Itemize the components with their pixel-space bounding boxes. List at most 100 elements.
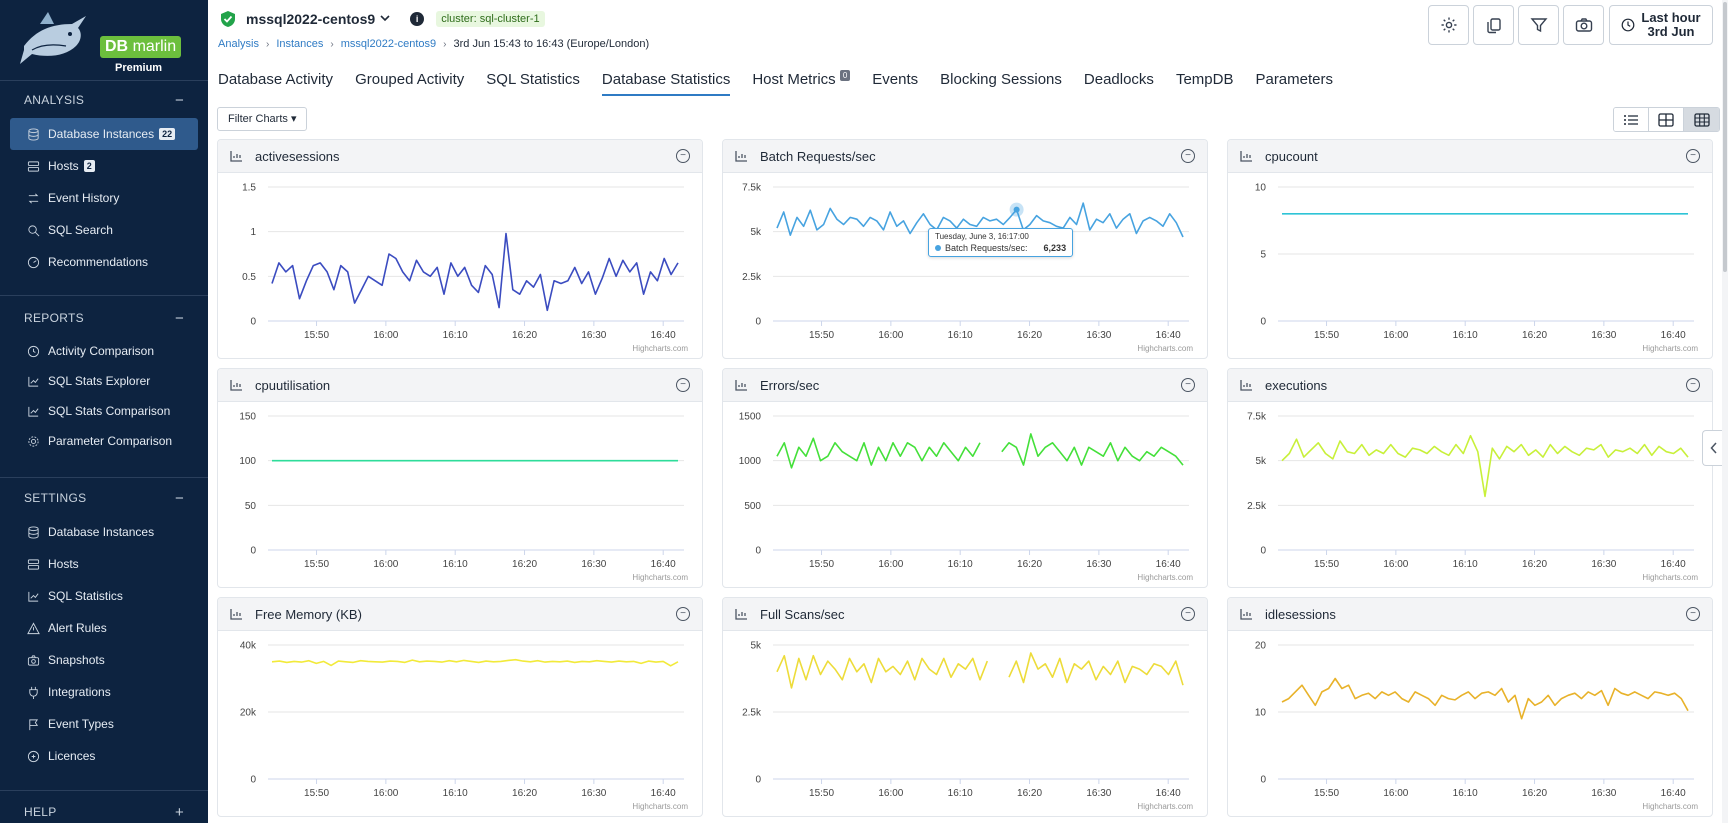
remove-chart-icon[interactable]: − <box>676 378 690 392</box>
series-line[interactable] <box>272 234 678 311</box>
collapse-toggle[interactable]: − <box>175 490 184 507</box>
filter-charts-button[interactable]: Filter Charts ▾ <box>217 107 307 131</box>
help-header[interactable]: HELP + <box>0 802 208 822</box>
remove-chart-icon[interactable]: − <box>1181 149 1195 163</box>
tab-sql-statistics[interactable]: SQL Statistics <box>486 68 580 96</box>
collapse-toggle[interactable]: − <box>175 310 184 327</box>
grid-2-icon <box>1658 113 1674 127</box>
sidebar-item-sql-stats-explorer[interactable]: SQL Stats Explorer <box>10 366 198 396</box>
x-tick-label: 16:20 <box>1017 330 1042 341</box>
expand-toggle[interactable]: + <box>175 804 184 821</box>
sidebar-item-snapshots[interactable]: Snapshots <box>10 644 198 676</box>
series-line[interactable] <box>777 434 1183 468</box>
x-tick-label: 16:40 <box>651 330 676 341</box>
tab-events[interactable]: Events <box>872 68 918 96</box>
remove-chart-icon[interactable]: − <box>1181 378 1195 392</box>
collapse-panel-button[interactable] <box>1702 430 1724 466</box>
tab-database-activity[interactable]: Database Activity <box>218 68 333 96</box>
x-tick-label: 16:10 <box>1453 788 1478 799</box>
chevron-down-icon[interactable] <box>380 14 390 25</box>
x-tick-label: 16:30 <box>1591 330 1616 341</box>
collapse-toggle[interactable]: − <box>175 92 184 109</box>
tab-parameters[interactable]: Parameters <box>1255 68 1333 96</box>
sidebar-item-settings-database-instances[interactable]: Database Instances <box>10 516 198 548</box>
sidebar-item-event-types[interactable]: Event Types <box>10 708 198 740</box>
tab-deadlocks[interactable]: Deadlocks <box>1084 68 1154 96</box>
x-tick-label: 16:00 <box>878 788 903 799</box>
breadcrumb-instances[interactable]: Instances <box>276 38 323 50</box>
highcharts-credit[interactable]: Highcharts.com <box>632 802 688 811</box>
list-layout-button[interactable] <box>1614 108 1649 131</box>
filter-button[interactable] <box>1518 5 1559 45</box>
tab-grouped-activity[interactable]: Grouped Activity <box>355 68 464 96</box>
series-line[interactable] <box>777 653 1183 688</box>
scrollbar-thumb[interactable] <box>1723 2 1727 272</box>
chart-card: cpucount −0 5 10 15:50 16:00 16:10 16:20 16:30 16… <box>1227 139 1713 359</box>
sidebar-item-sql-stats-comparison[interactable]: SQL Stats Comparison <box>10 396 198 426</box>
plug-icon <box>26 685 40 699</box>
chart-plot[interactable]: 0 20k 40k 15:50 16:00 16:10 16:20 16:30 16:40 Hig… <box>218 631 702 817</box>
sidebar-item-database-instances[interactable]: Database Instances 22 <box>10 118 198 150</box>
tab-blocking-sessions[interactable]: Blocking Sessions <box>940 68 1062 96</box>
chart-plot[interactable]: 0 2.5k 5k 7.5k 15:50 16:00 16:10 16:20 16:30 16:4… <box>723 173 1207 359</box>
sidebar-item-parameter-comparison[interactable]: Parameter Comparison <box>10 426 198 456</box>
highcharts-credit[interactable]: Highcharts.com <box>1642 802 1698 811</box>
tab-tempdb[interactable]: TempDB <box>1176 68 1234 96</box>
sidebar-item-sql-search[interactable]: SQL Search <box>10 214 198 246</box>
chart-icon <box>230 379 243 391</box>
chart-plot[interactable]: 0 10 20 15:50 16:00 16:10 16:20 16:30 16:40 Highc… <box>1228 631 1712 817</box>
remove-chart-icon[interactable]: − <box>1686 378 1700 392</box>
page-scrollbar[interactable] <box>1722 0 1728 823</box>
hover-point[interactable] <box>1014 207 1020 213</box>
two-column-layout-button[interactable] <box>1649 108 1684 131</box>
remove-chart-icon[interactable]: − <box>1686 607 1700 621</box>
sidebar-item-settings-hosts[interactable]: Hosts <box>10 548 198 580</box>
info-icon[interactable]: i <box>410 12 424 26</box>
copy-button[interactable] <box>1473 5 1514 45</box>
remove-chart-icon[interactable]: − <box>1181 607 1195 621</box>
sidebar-item-alert-rules[interactable]: Alert Rules <box>10 612 198 644</box>
series-line[interactable] <box>272 660 678 666</box>
highcharts-credit[interactable]: Highcharts.com <box>1137 573 1193 582</box>
sidebar-item-settings-sql-statistics[interactable]: SQL Statistics <box>10 580 198 612</box>
sidebar-item-licences[interactable]: Licences <box>10 740 198 772</box>
analysis-header[interactable]: ANALYSIS − <box>0 90 208 110</box>
sidebar-item-activity-comparison[interactable]: Activity Comparison <box>10 336 198 366</box>
settings-button[interactable] <box>1428 5 1469 45</box>
series-line[interactable] <box>1282 679 1688 719</box>
series-line[interactable] <box>1282 436 1688 497</box>
highcharts-credit[interactable]: Highcharts.com <box>1642 573 1698 582</box>
time-range-button[interactable]: Last hour 3rd Jun <box>1609 5 1713 45</box>
highcharts-credit[interactable]: Highcharts.com <box>1137 802 1193 811</box>
tab-database-statistics[interactable]: Database Statistics <box>602 68 730 96</box>
remove-chart-icon[interactable]: − <box>1686 149 1700 163</box>
sidebar-item-hosts[interactable]: Hosts 2 <box>10 150 198 182</box>
chart-plot[interactable]: 0 2.5k 5k 7.5k 15:50 16:00 16:10 16:20 16:30 16:4… <box>1228 402 1712 588</box>
chart-plot[interactable]: 0 5 10 15:50 16:00 16:10 16:20 16:30 16:40 Highch… <box>1228 173 1712 359</box>
remove-chart-icon[interactable]: − <box>676 607 690 621</box>
remove-chart-icon[interactable]: − <box>676 149 690 163</box>
chart-plot[interactable]: 0 0.5 1 1.5 15:50 16:00 16:10 16:20 16:30 16:40 Hi… <box>218 173 702 359</box>
sidebar-item-recommendations[interactable]: Recommendations <box>10 246 198 278</box>
x-tick-label: 16:40 <box>1661 559 1686 570</box>
highcharts-credit[interactable]: Highcharts.com <box>1642 344 1698 353</box>
y-tick-label: 2.5k <box>742 708 762 719</box>
sidebar-item-integrations[interactable]: Integrations <box>10 676 198 708</box>
breadcrumb-instance[interactable]: mssql2022-centos9 <box>341 38 436 50</box>
chart-plot[interactable]: 0 500 1000 1500 15:50 16:00 16:10 16:20 16:30 16:… <box>723 402 1207 588</box>
chart-card: idlesessions − 0 10 20 15:50 16:00 16:10 16:20 16… <box>1227 597 1713 817</box>
highcharts-credit[interactable]: Highcharts.com <box>632 573 688 582</box>
chart-plot[interactable]: 0 50 100 150 15:50 16:00 16:10 16:20 16:30 16:40 H… <box>218 402 702 588</box>
dbmarlin-logo[interactable]: DB marlin Premium <box>18 10 188 72</box>
chart-plot[interactable]: 0 2.5k 5k 15:50 16:00 16:10 16:20 16:30 16:40 Hig… <box>723 631 1207 817</box>
three-column-layout-button[interactable] <box>1684 108 1719 131</box>
highcharts-credit[interactable]: Highcharts.com <box>632 344 688 353</box>
instance-name-dropdown[interactable]: mssql2022-centos9 <box>246 11 375 27</box>
highcharts-credit[interactable]: Highcharts.com <box>1137 344 1193 353</box>
breadcrumb-analysis[interactable]: Analysis <box>218 38 259 50</box>
reports-header[interactable]: REPORTS − <box>0 308 208 328</box>
sidebar-item-event-history[interactable]: Event History <box>10 182 198 214</box>
snapshot-button[interactable] <box>1563 5 1604 45</box>
settings-header[interactable]: SETTINGS − <box>0 488 208 508</box>
tab-host-metrics[interactable]: Host Metrics 0 <box>752 68 850 96</box>
